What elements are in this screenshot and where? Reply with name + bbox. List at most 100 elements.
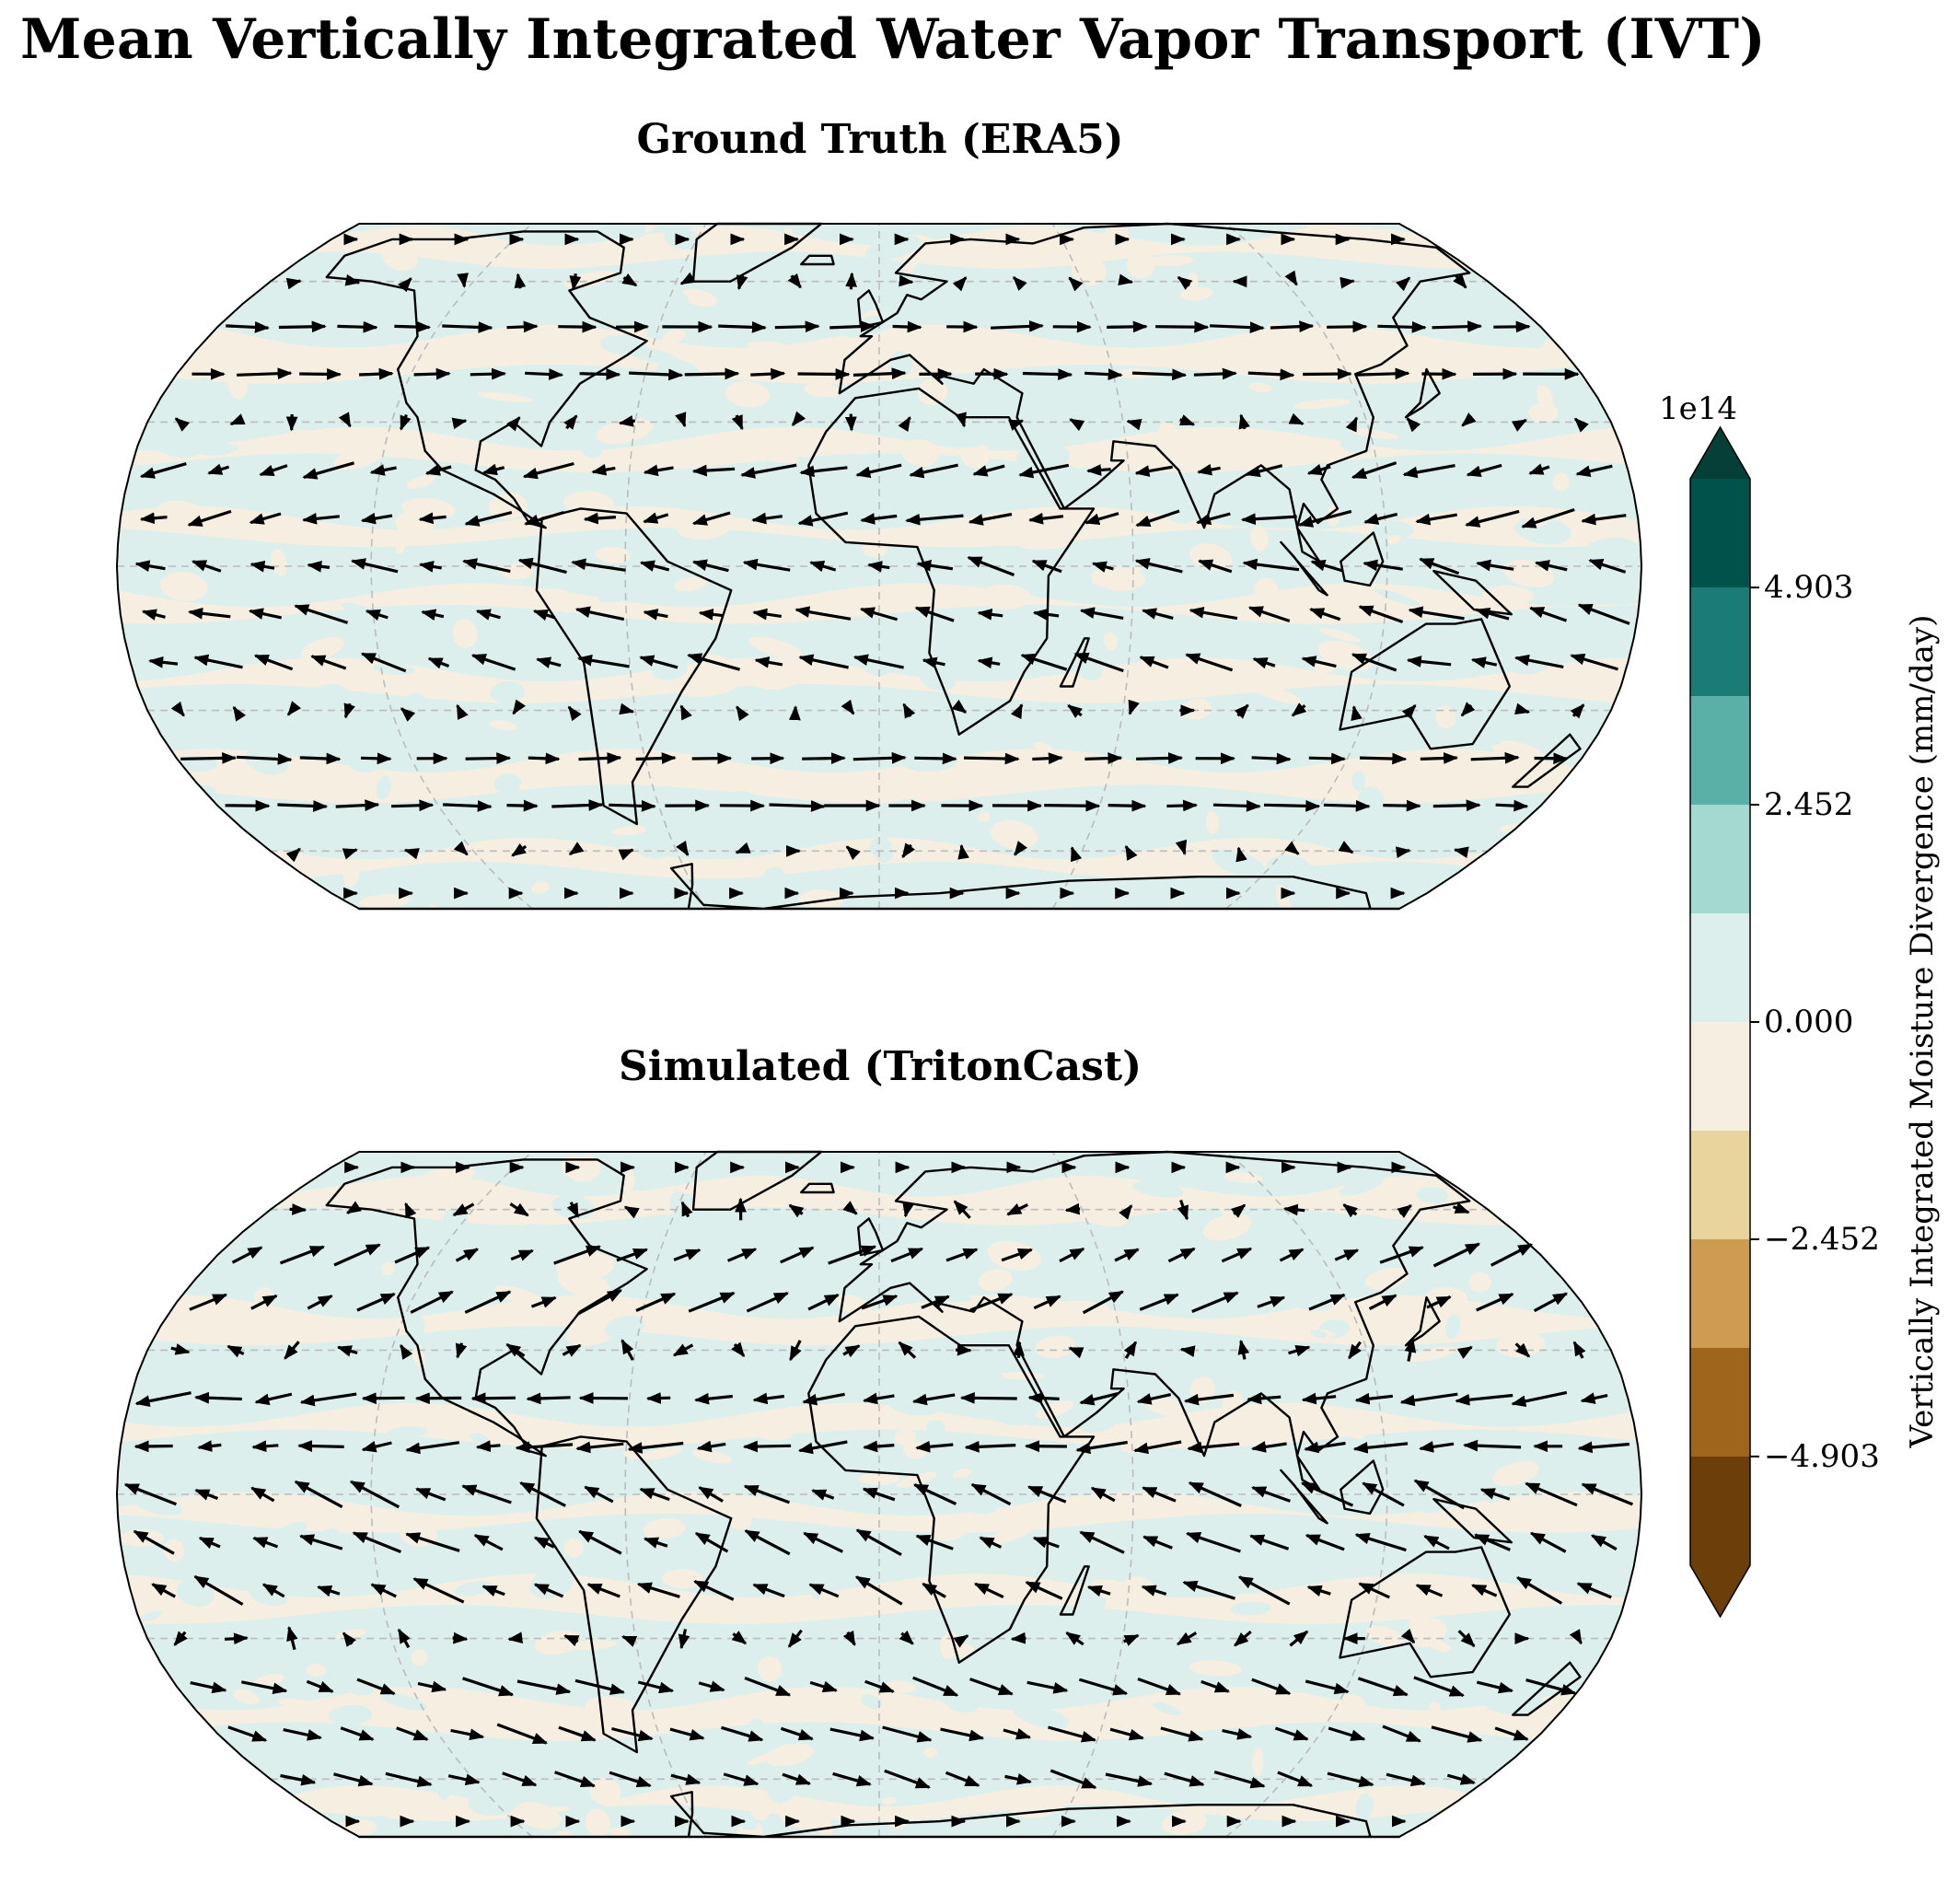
ivt-arrow — [394, 320, 432, 333]
ivt-arrow — [418, 561, 442, 573]
ivt-arrow — [1196, 512, 1231, 526]
ivt-arrow — [1476, 1293, 1514, 1312]
ivt-arrow — [1570, 703, 1585, 719]
map-frame — [115, 223, 1643, 910]
ivt-arrow — [1426, 1295, 1452, 1309]
ivt-arrow — [754, 656, 783, 668]
ivt-arrow — [1193, 367, 1237, 380]
ivt-arrow — [1386, 1772, 1426, 1787]
ivt-arrow — [342, 1632, 356, 1647]
ivt-arrow — [1351, 461, 1398, 480]
colorbar-extend-max — [1690, 427, 1750, 479]
ivt-arrow — [464, 510, 513, 527]
ivt-arrow — [1511, 418, 1528, 432]
divergence-patch — [195, 443, 238, 456]
ivt-arrow — [744, 1529, 791, 1556]
divergence-patch — [1016, 540, 1071, 550]
ivt-arrow — [1570, 653, 1618, 671]
colorbar-tick-label: 2.452 — [1764, 786, 1854, 823]
ivt-arrow — [394, 1246, 431, 1264]
ivt-arrow — [1288, 1345, 1311, 1357]
ivt-arrow — [618, 848, 634, 861]
coastline-iceland — [800, 254, 835, 266]
ivt-arrow — [809, 1680, 838, 1692]
ivt-arrow — [1133, 1440, 1182, 1455]
ivt-arrow — [335, 799, 380, 811]
ivt-arrow — [337, 320, 378, 333]
ivt-arrow — [807, 1293, 840, 1311]
ivt-arrow — [1490, 1243, 1534, 1267]
ivt-arrow — [418, 512, 447, 525]
divergence-patch — [859, 1159, 905, 1175]
ivt-arrow — [1383, 799, 1421, 812]
divergence-patch — [1230, 1601, 1271, 1616]
divergence-patch — [1008, 520, 1023, 544]
ivt-arrow — [451, 417, 468, 430]
divergence-patch — [643, 1518, 686, 1539]
colorbar-bin — [1690, 913, 1750, 1022]
ivt-arrow — [361, 752, 392, 765]
divergence-patch — [844, 342, 888, 360]
ivt-arrow — [443, 800, 493, 812]
divergence-patch — [320, 1527, 342, 1545]
ivt-arrow — [286, 1625, 298, 1651]
divergence-patch — [479, 540, 528, 567]
colorbar-bin — [1690, 587, 1750, 696]
ivt-arrow — [619, 703, 635, 715]
ivt-arrow — [751, 752, 785, 765]
ivt-arrow — [1528, 463, 1550, 475]
ivt-arrow — [1529, 1531, 1567, 1553]
divergence-patch — [497, 1224, 541, 1240]
ivt-arrow — [190, 1681, 227, 1694]
ivt-arrow — [1399, 1392, 1458, 1407]
ivt-arrow — [151, 1583, 176, 1598]
ivt-arrow — [1073, 652, 1124, 673]
colorbar — [1689, 425, 1759, 1619]
ivt-arrow — [252, 1536, 279, 1549]
ivt-arrow — [679, 272, 696, 285]
divergence-patch — [894, 1429, 916, 1446]
ivt-arrow — [369, 464, 397, 476]
ivt-arrow — [1308, 752, 1347, 765]
ivt-arrow — [861, 1295, 899, 1310]
divergence-patch — [942, 1692, 978, 1713]
ivt-arrow — [1013, 1341, 1025, 1358]
ivt-arrow — [254, 1392, 293, 1406]
ivt-arrow — [1379, 1246, 1424, 1264]
ivt-arrow — [902, 1202, 914, 1218]
divergence-patch — [878, 768, 909, 796]
ivt-arrow — [731, 1631, 748, 1645]
ivt-arrow — [397, 1628, 411, 1649]
divergence-patch — [622, 1218, 639, 1237]
divergence-patch — [1132, 1180, 1184, 1198]
ivt-arrow — [1413, 1479, 1465, 1510]
ivt-arrow — [1003, 1728, 1032, 1740]
ivt-arrow — [691, 464, 736, 477]
divergence-patch — [748, 665, 801, 690]
divergence-patch — [227, 371, 248, 400]
ivt-arrow — [506, 320, 539, 333]
divergence-patch — [1217, 1516, 1235, 1544]
divergence-patch — [386, 1426, 428, 1438]
ivt-arrow — [912, 1676, 959, 1697]
ivt-arrow — [284, 1341, 300, 1360]
ivt-arrow — [1234, 703, 1249, 719]
graticule-meridian — [624, 223, 707, 910]
ivt-arrow — [1288, 412, 1305, 425]
ivt-arrow — [972, 464, 1005, 477]
ivt-arrow — [533, 1583, 564, 1598]
divergence-patch — [1435, 705, 1456, 729]
ivt-arrow — [352, 1531, 401, 1553]
ivt-arrow — [464, 1290, 512, 1314]
ivt-arrow — [1382, 1725, 1421, 1743]
ivt-arrow — [571, 558, 626, 572]
ivt-arrow — [1401, 704, 1417, 720]
divergence-patch — [1417, 643, 1447, 660]
divergence-patch — [133, 1495, 183, 1516]
ivt-arrow — [1090, 1486, 1116, 1503]
ivt-arrow — [680, 1201, 693, 1218]
ivt-arrow — [1251, 752, 1292, 765]
divergence-patch — [1387, 534, 1401, 545]
ivt-arrow — [1179, 1345, 1196, 1357]
colorbar-bin — [1690, 479, 1750, 587]
